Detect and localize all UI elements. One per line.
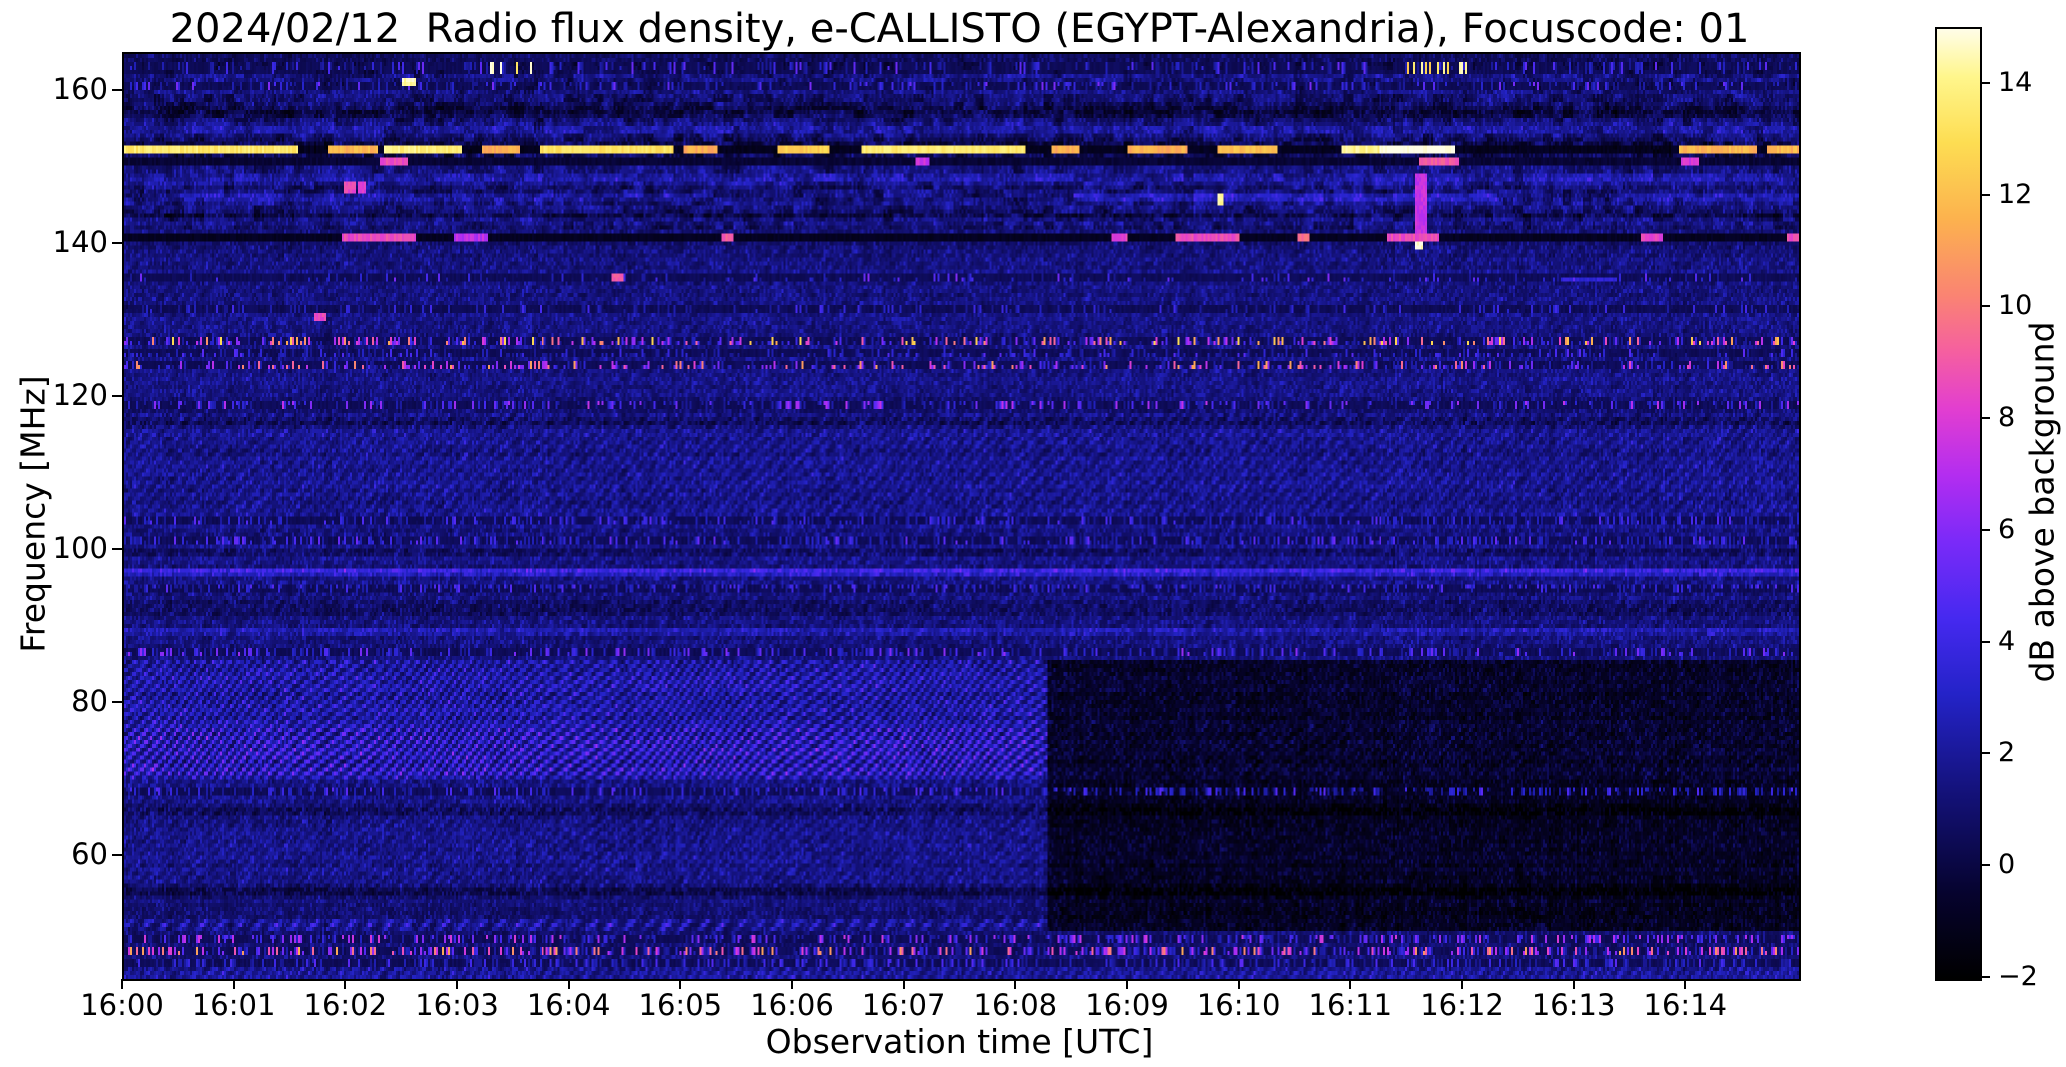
- x-tick-label: 16:07: [861, 988, 946, 1022]
- x-tick-mark: [902, 979, 905, 989]
- y-axis-label: Frequency [MHz]: [13, 375, 53, 653]
- x-tick-label: 16:11: [1308, 988, 1393, 1022]
- x-tick-label: 16:05: [638, 988, 723, 1022]
- x-tick-mark: [567, 979, 570, 989]
- x-tick-mark: [1349, 979, 1352, 989]
- x-tick-label: 16:12: [1420, 988, 1504, 1022]
- x-tick-label: 16:13: [1531, 988, 1616, 1022]
- x-tick-mark: [232, 979, 235, 989]
- colorbar-tick-mark: [1981, 640, 1990, 643]
- colorbar-tick-mark: [1981, 417, 1990, 420]
- colorbar-label: dB above background: [2022, 321, 2062, 683]
- x-tick-label: 16:06: [750, 988, 834, 1022]
- x-tick-label: 16:04: [526, 988, 611, 1022]
- x-tick-label: 16:08: [973, 988, 1058, 1022]
- colorbar-tick-label: 4: [1998, 625, 2016, 657]
- x-tick-mark: [1461, 979, 1463, 989]
- x-tick-label: 16:01: [191, 988, 276, 1022]
- y-tick-mark: [112, 242, 122, 245]
- y-tick-label: 120: [52, 378, 108, 412]
- colorbar-tick-label: 6: [1998, 513, 2016, 545]
- colorbar-tick-label: 2: [1998, 737, 2016, 769]
- colorbar-tick-label: −2: [1998, 961, 2038, 992]
- x-tick-mark: [1126, 979, 1128, 989]
- x-tick-label: 16:03: [415, 988, 499, 1022]
- y-tick-label: 60: [71, 836, 108, 871]
- y-tick-label: 80: [71, 683, 108, 718]
- x-tick-mark: [1572, 979, 1575, 989]
- x-tick-mark: [791, 979, 793, 989]
- colorbar-tick-mark: [1981, 305, 1990, 308]
- x-tick-label: 16:14: [1643, 988, 1728, 1022]
- x-tick-mark: [344, 979, 347, 989]
- x-tick-mark: [1237, 979, 1240, 989]
- x-axis-label: Observation time [UTC]: [765, 1022, 1154, 1061]
- y-tick-label: 160: [52, 72, 108, 107]
- x-tick-mark: [1684, 979, 1687, 989]
- colorbar-tick-mark: [1981, 193, 1990, 196]
- y-tick-mark: [112, 700, 122, 703]
- y-tick-label: 140: [52, 225, 108, 260]
- colorbar-tick-label: 14: [1998, 66, 2033, 98]
- x-tick-label: 16:00: [80, 988, 164, 1022]
- x-tick-label: 16:09: [1085, 988, 1169, 1022]
- colorbar-tick-label: 10: [1998, 290, 2033, 322]
- colorbar-tick-mark: [1981, 976, 1990, 978]
- x-tick-mark: [456, 979, 458, 989]
- x-tick-mark: [1014, 979, 1017, 989]
- y-tick-mark: [112, 89, 122, 92]
- colorbar-tick-mark: [1981, 528, 1990, 531]
- colorbar-tick-mark: [1981, 752, 1990, 755]
- y-tick-mark: [112, 547, 122, 550]
- spectrogram-plot: [122, 52, 1801, 981]
- spectrogram-image: [124, 54, 1799, 979]
- x-tick-label: 16:02: [303, 988, 388, 1022]
- colorbar: [1935, 27, 1982, 981]
- colorbar-tick-label: 0: [1998, 849, 2016, 881]
- colorbar-tick-mark: [1981, 864, 1990, 867]
- x-tick-mark: [679, 979, 682, 989]
- colorbar-tick-label: 12: [1998, 178, 2033, 210]
- x-tick-label: 16:10: [1196, 988, 1281, 1022]
- y-tick-mark: [112, 395, 122, 397]
- colorbar-tick-mark: [1981, 81, 1990, 84]
- chart-title: 2024/02/12 Radio flux density, e-CALLIST…: [169, 6, 1750, 52]
- colorbar-tick-label: 8: [1998, 402, 2016, 434]
- x-tick-mark: [121, 979, 123, 989]
- y-tick-mark: [112, 853, 122, 856]
- y-tick-label: 100: [52, 530, 108, 565]
